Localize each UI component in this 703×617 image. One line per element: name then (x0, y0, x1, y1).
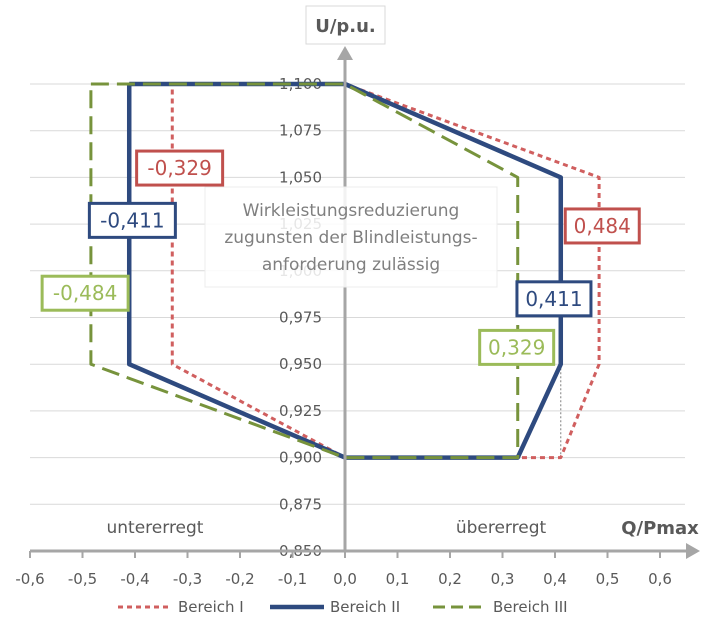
data-label-text: 0,329 (488, 335, 545, 359)
x-tick-label: -0,2 (225, 570, 254, 588)
y-tick-label: 1,075 (279, 122, 322, 140)
series-line-3 (89, 82, 520, 460)
note-line-2: zugunsten der Blindleistungs- (224, 228, 477, 248)
x-tick-label: -0,1 (278, 570, 307, 588)
x-tick-label: 0,5 (596, 570, 620, 588)
y-tick-label: 0,950 (279, 355, 322, 373)
data-label-text: -0,411 (100, 208, 164, 232)
x-tick-label: 0,1 (386, 570, 410, 588)
x-tick-label: 0,3 (491, 570, 515, 588)
legend-label-3: Bereich III (493, 598, 568, 616)
data-label: -0,411 (87, 201, 177, 239)
y-tick-labels: 0,8500,8750,9000,9250,9500,9751,0001,025… (279, 75, 322, 560)
data-label-box (515, 280, 593, 318)
x-tick-label: -0,6 (15, 570, 44, 588)
x-axis-arrow (686, 543, 700, 559)
x-tick-label: 0,4 (543, 570, 567, 588)
y-axis-title: U/p.u. (315, 16, 376, 37)
legend: Bereich I Bereich II Bereich III (118, 598, 568, 616)
data-label: 0,484 (563, 207, 641, 245)
y-tick-label: 0,875 (279, 495, 322, 513)
series-line-2 (126, 81, 564, 460)
y-axis-arrow (337, 46, 353, 60)
axes (30, 46, 700, 559)
x-tick-labels: -0,6 -0,5 -0,4 -0,3 -0,2 -0,1 0,0 0,1 0,2 0,3 0,4 0… (15, 551, 672, 588)
data-label: -0,484 (40, 274, 130, 312)
data-label-text: -0,484 (53, 281, 117, 305)
series-lines (89, 81, 601, 460)
x-tick-label: 0,6 (648, 570, 672, 588)
legend-label-2: Bereich II (330, 598, 400, 616)
data-label-box (40, 274, 130, 312)
data-label: -0,329 (135, 149, 225, 187)
y-tick-label: 1,050 (279, 168, 322, 186)
data-labels: -0,329 -0,411 -0,484 0,484 0,411 0,329 (40, 149, 641, 366)
data-label-text: 0,411 (525, 287, 582, 311)
region-label-uebererregt: übererregt (456, 518, 547, 538)
data-label: 0,411 (515, 280, 593, 318)
note-line-3: anforderung zulässig (262, 255, 440, 275)
note-box (204, 186, 498, 288)
data-label: 0,329 (478, 328, 556, 366)
series-line-1 (170, 82, 601, 460)
data-label-text: -0,329 (147, 156, 211, 180)
y-tick-label: 0,975 (279, 309, 322, 327)
note-line-1: Wirkleistungsreduzierung (243, 201, 460, 221)
y-axis-title-box (305, 5, 386, 45)
y-tick-label: 0,925 (279, 402, 322, 420)
legend-label-1: Bereich I (178, 598, 244, 616)
data-label-text: 0,484 (574, 214, 631, 238)
data-label-box (135, 149, 225, 187)
x-tick-label: -0,3 (173, 570, 202, 588)
data-label-box (478, 328, 556, 366)
x-axis-title: Q/Pmax (621, 518, 699, 539)
x-tick-label: 0,0 (333, 570, 357, 588)
y-tick-label: 0,900 (279, 449, 322, 467)
region-label-untererregt: untererregt (107, 518, 204, 538)
x-tick-label: -0,5 (68, 570, 97, 588)
data-label-box (563, 207, 641, 245)
x-tick-label: -0,4 (120, 570, 149, 588)
data-label-box (87, 201, 177, 239)
x-tick-label: 0,2 (438, 570, 462, 588)
